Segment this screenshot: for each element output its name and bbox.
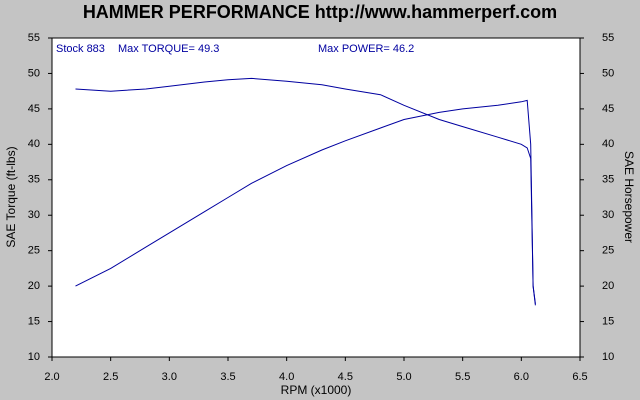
y-tick-label: 50 — [28, 67, 40, 79]
y-tick-label: 35 — [28, 174, 40, 186]
annotation: Max TORQUE= 49.3 — [118, 43, 219, 55]
x-tick-label: 3.5 — [220, 371, 235, 383]
x-tick-label: 2.5 — [103, 371, 118, 383]
y-tick-label: 30 — [28, 209, 40, 221]
plot-area — [51, 37, 581, 358]
y2-tick-label: 20 — [602, 280, 614, 292]
x-tick-label: 4.5 — [338, 371, 353, 383]
x-tick-label: 3.0 — [162, 371, 177, 383]
y-tick-label: 45 — [28, 103, 40, 115]
annotation: Max POWER= 46.2 — [318, 43, 414, 55]
x-tick-label: 6.0 — [514, 371, 529, 383]
series-line — [75, 99, 536, 306]
y-tick-label: 10 — [28, 351, 40, 363]
y2-tick-label: 25 — [602, 245, 614, 257]
annotation: Stock 883 — [56, 43, 105, 55]
y-axis-label: SAE Torque (ft-lbs) — [4, 146, 18, 247]
y-tick-label: 55 — [28, 32, 40, 44]
y2-tick-label: 30 — [602, 209, 614, 221]
y-tick-label: 40 — [28, 138, 40, 150]
x-axis-label: RPM (x1000) — [281, 383, 352, 397]
y-tick-label: 25 — [28, 245, 40, 257]
x-tick-label: 2.0 — [44, 371, 59, 383]
x-tick-label: 6.5 — [572, 371, 587, 383]
y2-tick-label: 50 — [602, 67, 614, 79]
y2-tick-label: 40 — [602, 138, 614, 150]
y2-axis-label: SAE Horsepower — [622, 151, 636, 243]
y-tick-label: 20 — [28, 280, 40, 292]
x-tick-label: 5.5 — [455, 371, 470, 383]
y2-tick-label: 15 — [602, 315, 614, 327]
x-tick-label: 5.0 — [396, 371, 411, 383]
y2-tick-label: 45 — [602, 103, 614, 115]
y2-tick-label: 35 — [602, 174, 614, 186]
x-tick-label: 4.0 — [279, 371, 294, 383]
chart-title: HAMMER PERFORMANCE http://www.hammerperf… — [83, 2, 557, 22]
y2-tick-label: 10 — [602, 351, 614, 363]
y-tick-label: 15 — [28, 315, 40, 327]
y2-tick-label: 55 — [602, 32, 614, 44]
series-line — [75, 77, 536, 304]
